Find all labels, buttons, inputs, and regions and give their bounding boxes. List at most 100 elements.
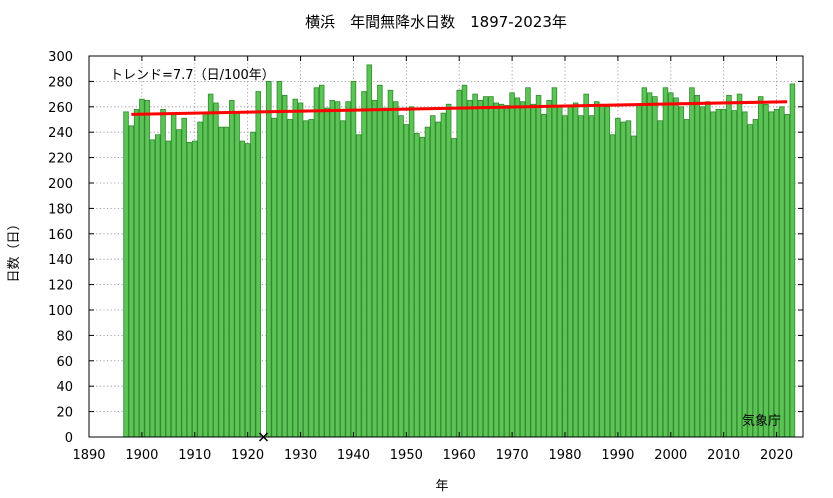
bar <box>176 129 182 438</box>
bars <box>123 64 796 438</box>
bar <box>726 94 732 438</box>
bar <box>668 92 674 438</box>
bar <box>192 140 198 438</box>
bar <box>350 81 357 438</box>
bar <box>403 124 410 438</box>
y-tick-label: 220 <box>48 152 73 167</box>
bar <box>160 108 166 438</box>
bar <box>657 120 663 438</box>
bar <box>641 87 648 438</box>
source-label: 気象庁 <box>742 413 781 429</box>
x-tick-label: 1950 <box>390 448 423 463</box>
bar <box>308 119 314 438</box>
bar <box>355 134 362 438</box>
bar <box>699 106 706 438</box>
bar <box>440 112 447 438</box>
bar <box>636 105 642 438</box>
bar <box>662 87 669 438</box>
y-tick-label: 260 <box>48 101 73 116</box>
bar <box>757 96 764 438</box>
bar <box>604 106 611 438</box>
bar <box>382 107 388 438</box>
bar <box>599 103 605 438</box>
bar <box>197 121 203 438</box>
x-axis-label: 年 <box>435 479 448 494</box>
bar <box>451 138 457 438</box>
bar <box>482 96 489 438</box>
trend-line <box>131 100 788 116</box>
bar <box>393 101 399 438</box>
trend-label: トレンド=7.7（日/100年） <box>110 68 275 83</box>
bar <box>493 102 499 438</box>
bar <box>292 98 299 438</box>
bar <box>572 102 579 438</box>
bar <box>170 112 177 438</box>
bar <box>186 141 193 438</box>
bar <box>705 101 711 438</box>
bar <box>424 126 431 438</box>
bar <box>366 64 373 438</box>
y-tick-label: 300 <box>48 50 73 65</box>
bar <box>461 84 468 438</box>
y-tick-label: 160 <box>48 228 73 243</box>
bar <box>287 119 293 438</box>
plot-frame <box>88 55 804 438</box>
bar <box>340 120 346 438</box>
x-axis-ticks: 1890 1900 1910 1920 1930 1940 1950 1960 1970 1980… <box>72 56 793 463</box>
y-tick-label: 40 <box>56 380 73 395</box>
bar <box>625 120 632 438</box>
bar <box>620 121 626 438</box>
bar <box>329 100 336 438</box>
bar <box>519 101 526 438</box>
bar <box>398 115 404 438</box>
bar <box>387 89 394 438</box>
bar <box>578 115 584 438</box>
bar <box>710 111 716 438</box>
bar <box>615 117 621 438</box>
x-tick-label: 2000 <box>654 448 687 463</box>
bar <box>514 97 521 438</box>
bar <box>318 84 325 438</box>
x-tick-label: 1960 <box>443 448 476 463</box>
bar <box>133 108 140 438</box>
bar <box>266 81 272 438</box>
x-tick-label: 1970 <box>496 448 529 463</box>
bar <box>414 133 420 438</box>
bar <box>472 93 478 438</box>
bar <box>752 119 759 438</box>
x-tick-label: 1940 <box>337 448 370 463</box>
bar <box>784 114 790 438</box>
bar <box>530 103 537 438</box>
bar <box>556 106 563 438</box>
bar <box>371 100 378 438</box>
bar <box>419 136 425 438</box>
bar <box>736 93 743 438</box>
y-tick-label: 240 <box>48 126 73 141</box>
bar <box>789 83 796 438</box>
bar <box>213 102 219 438</box>
bar <box>408 106 415 438</box>
y-tick-label: 20 <box>56 406 73 421</box>
bar <box>445 103 452 438</box>
bar <box>477 100 484 438</box>
x-tick-label: 1980 <box>548 448 581 463</box>
bar <box>467 100 473 438</box>
bar <box>435 121 441 438</box>
x-tick-label: 1900 <box>125 448 158 463</box>
bar <box>207 93 214 438</box>
bar <box>646 92 653 438</box>
y-tick-label: 200 <box>48 177 73 192</box>
bar <box>202 112 209 438</box>
bar <box>567 105 574 438</box>
y-tick-label: 120 <box>48 279 73 294</box>
bar <box>297 102 304 438</box>
bar <box>488 96 494 438</box>
y-tick-label: 60 <box>56 355 73 370</box>
bar <box>281 94 288 438</box>
bar <box>546 100 552 438</box>
bar <box>678 106 685 438</box>
bar <box>742 111 748 438</box>
bar <box>720 108 727 438</box>
bar <box>155 134 161 438</box>
